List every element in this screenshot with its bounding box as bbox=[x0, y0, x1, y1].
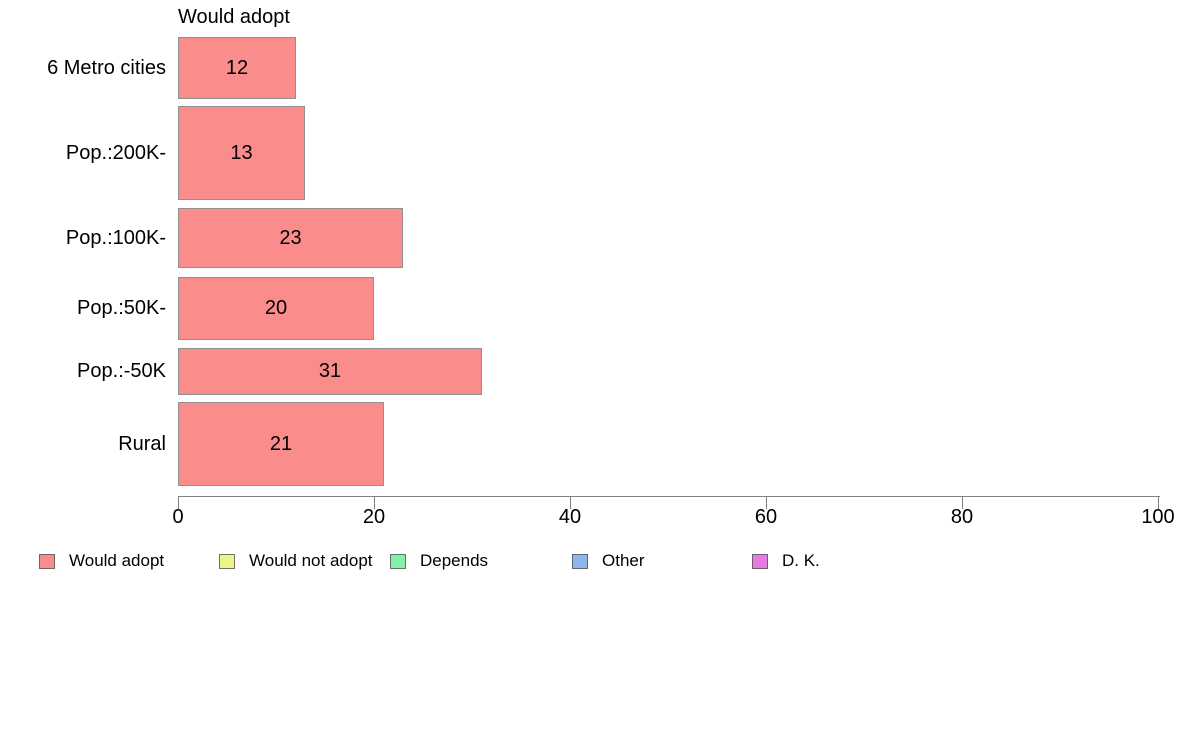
x-tick-label: 40 bbox=[558, 506, 582, 528]
legend-swatch-icon bbox=[752, 553, 768, 569]
x-tick-label: 80 bbox=[950, 506, 974, 528]
bar-value-label: 21 bbox=[269, 432, 293, 455]
x-tick bbox=[962, 497, 963, 509]
x-tick-label: 20 bbox=[362, 506, 386, 528]
bar-value-label: 31 bbox=[318, 360, 342, 382]
bar-value-label: 13 bbox=[230, 141, 253, 164]
legend-item-would-adopt: Would adopt bbox=[39, 549, 164, 573]
bar-value-label: 23 bbox=[279, 226, 302, 249]
legend-label: Other bbox=[602, 551, 645, 570]
legend-label: Would adopt bbox=[69, 551, 165, 570]
x-tick-label: 0 bbox=[172, 506, 184, 528]
bar-pop-50k: 20 bbox=[178, 277, 374, 340]
bar-pop-under-50k: 31 bbox=[178, 348, 482, 395]
legend-item-other: Other bbox=[572, 549, 645, 573]
legend-item-would-not-adopt: Would not adopt bbox=[219, 549, 373, 573]
category-label-pop-200k: Pop.:200K- bbox=[65, 141, 166, 164]
bar-rural: 21 bbox=[178, 402, 384, 486]
chart-legend: Would adopt Would not adopt Depends Other D.… bbox=[0, 549, 1188, 573]
bar-value-label: 12 bbox=[225, 56, 249, 79]
x-tick bbox=[178, 497, 179, 509]
category-label-pop-50k: Pop.:50K- bbox=[77, 297, 166, 319]
x-tick-label: 100 bbox=[1141, 506, 1175, 528]
x-tick bbox=[1158, 497, 1159, 509]
category-label-6-metro-cities: 6 Metro cities bbox=[47, 56, 166, 79]
legend-item-depends: Depends bbox=[390, 549, 488, 573]
x-tick-label: 60 bbox=[754, 506, 778, 528]
x-tick bbox=[766, 497, 767, 509]
category-label-rural: Rural bbox=[118, 432, 166, 455]
bar-pop-100k: 23 bbox=[178, 208, 403, 268]
legend-item-d-k: D. K. bbox=[752, 549, 820, 573]
legend-swatch-icon bbox=[390, 553, 406, 569]
legend-label: Would not adopt bbox=[249, 551, 373, 570]
bar-pop-200k: 13 bbox=[178, 106, 305, 200]
category-label-pop-100k: Pop.:100K- bbox=[65, 226, 166, 249]
legend-swatch-icon bbox=[39, 553, 55, 569]
legend-swatch-icon bbox=[572, 553, 588, 569]
legend-label: Depends bbox=[420, 551, 489, 570]
bar-value-label: 20 bbox=[264, 297, 288, 319]
chart-title: Would adopt bbox=[178, 6, 290, 28]
x-axis-line bbox=[178, 496, 1160, 497]
bar-6-metro-cities: 12 bbox=[178, 37, 296, 99]
category-label-pop-under-50k: Pop.:-50K bbox=[77, 360, 166, 382]
x-tick bbox=[570, 497, 571, 509]
legend-swatch-icon bbox=[219, 553, 235, 569]
legend-label: D. K. bbox=[782, 551, 820, 570]
x-tick bbox=[374, 497, 375, 509]
